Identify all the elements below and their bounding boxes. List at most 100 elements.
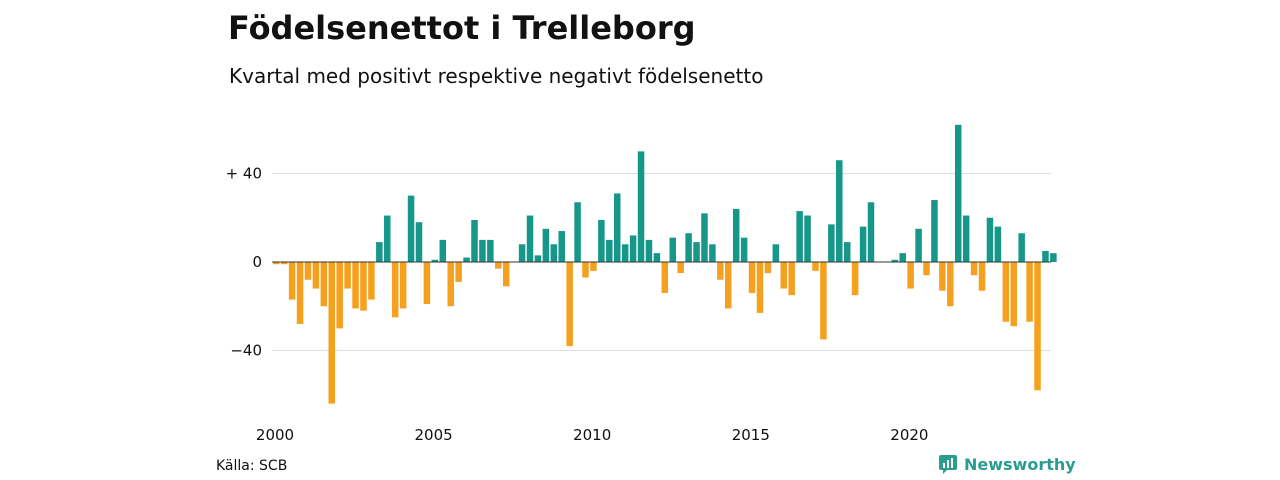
bar[interactable] (1018, 233, 1025, 262)
bar[interactable] (732, 208, 740, 262)
bar[interactable] (526, 215, 534, 262)
bar[interactable] (986, 217, 994, 262)
bar[interactable] (431, 259, 439, 262)
bar[interactable] (502, 262, 510, 287)
bar[interactable] (296, 262, 304, 324)
bar[interactable] (582, 262, 589, 278)
bar[interactable] (1042, 250, 1049, 262)
bar[interactable] (487, 239, 494, 263)
bar[interactable] (336, 262, 343, 329)
bar[interactable] (368, 262, 375, 300)
bar[interactable] (574, 202, 581, 262)
bar[interactable] (328, 262, 336, 404)
bar[interactable] (471, 219, 478, 262)
bar[interactable] (954, 124, 962, 262)
bar[interactable] (550, 244, 558, 262)
bar[interactable] (907, 262, 914, 289)
bar[interactable] (994, 226, 1002, 262)
bar[interactable] (495, 262, 502, 269)
bar[interactable] (970, 262, 978, 276)
bar[interactable] (479, 239, 486, 263)
bar[interactable] (1050, 253, 1057, 262)
bar[interactable] (899, 253, 906, 262)
bar[interactable] (566, 262, 573, 347)
bar[interactable] (891, 259, 899, 262)
bar[interactable] (463, 257, 470, 262)
bar[interactable] (748, 262, 756, 293)
bar[interactable] (455, 262, 462, 282)
bar[interactable] (740, 237, 748, 262)
bar[interactable] (772, 244, 780, 262)
bar[interactable] (828, 224, 835, 262)
bar[interactable] (288, 262, 296, 300)
bar[interactable] (534, 255, 542, 262)
x-tick-label: 2000 (256, 426, 294, 444)
bar[interactable] (764, 262, 772, 274)
bar[interactable] (796, 211, 803, 262)
bar[interactable] (637, 151, 645, 263)
bar[interactable] (360, 262, 367, 311)
bar[interactable] (447, 262, 454, 307)
bar[interactable] (709, 244, 716, 262)
bar[interactable] (518, 244, 526, 262)
bar[interactable] (590, 262, 597, 271)
bar[interactable] (780, 262, 788, 289)
bar[interactable] (645, 239, 653, 263)
bar[interactable] (598, 219, 605, 262)
bar[interactable] (621, 244, 629, 262)
bar[interactable] (1026, 262, 1033, 322)
bar[interactable] (613, 193, 621, 262)
bar[interactable] (629, 235, 637, 262)
bar[interactable] (812, 262, 819, 271)
brand-name: Newsworthy (964, 454, 1076, 474)
bar[interactable] (685, 233, 692, 262)
bar[interactable] (962, 215, 970, 262)
bar[interactable] (836, 160, 843, 262)
bar[interactable] (867, 202, 875, 262)
bar[interactable] (923, 262, 930, 276)
bar[interactable] (669, 237, 677, 262)
bar[interactable] (725, 262, 732, 309)
bar[interactable] (931, 200, 938, 262)
bar[interactable] (304, 262, 312, 280)
bar[interactable] (859, 226, 867, 262)
brand-logo[interactable]: Newsworthy (938, 454, 1076, 474)
bar[interactable] (280, 262, 288, 265)
bar[interactable] (978, 262, 986, 291)
bar[interactable] (399, 262, 407, 309)
bar[interactable] (407, 195, 415, 263)
bar[interactable] (1010, 262, 1017, 327)
bar[interactable] (947, 262, 954, 307)
bar[interactable] (352, 262, 359, 309)
bar[interactable] (915, 228, 922, 262)
bar[interactable] (851, 262, 859, 296)
bar[interactable] (376, 242, 383, 262)
bar[interactable] (1002, 262, 1010, 322)
bar[interactable] (939, 262, 946, 291)
bar[interactable] (558, 231, 565, 262)
bar[interactable] (677, 262, 684, 274)
bar[interactable] (717, 262, 724, 280)
bar[interactable] (273, 262, 280, 265)
bar[interactable] (701, 213, 708, 262)
bar[interactable] (423, 262, 431, 305)
bar[interactable] (804, 215, 811, 262)
bar[interactable] (312, 262, 320, 289)
bar[interactable] (661, 262, 669, 293)
bar[interactable] (653, 253, 661, 262)
bar[interactable] (320, 262, 328, 307)
bar[interactable] (843, 242, 851, 262)
bar[interactable] (693, 242, 700, 262)
bar[interactable] (606, 239, 613, 263)
bar[interactable] (344, 262, 351, 289)
bar[interactable] (391, 262, 399, 318)
bar[interactable] (439, 239, 447, 263)
bar[interactable] (542, 228, 550, 262)
bar[interactable] (1034, 262, 1041, 391)
bar[interactable] (788, 262, 795, 296)
source-note: Källa: SCB (216, 458, 288, 474)
bar[interactable] (756, 262, 764, 313)
bar[interactable] (820, 262, 827, 340)
bar[interactable] (415, 222, 423, 262)
bar[interactable] (384, 215, 391, 262)
